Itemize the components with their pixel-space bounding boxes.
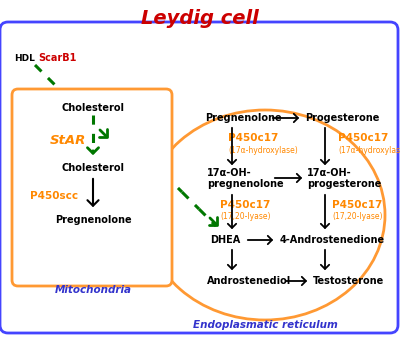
Ellipse shape bbox=[145, 110, 385, 320]
Text: HDL: HDL bbox=[14, 53, 35, 62]
FancyBboxPatch shape bbox=[0, 22, 398, 333]
Text: (17α-hydroxylase): (17α-hydroxylase) bbox=[338, 145, 400, 154]
Text: (17,20-lyase): (17,20-lyase) bbox=[220, 212, 270, 220]
Text: Mitochondria: Mitochondria bbox=[54, 285, 132, 295]
Text: (17,20-lyase): (17,20-lyase) bbox=[332, 212, 382, 220]
Text: 17α-OH-: 17α-OH- bbox=[207, 168, 252, 178]
Text: 17α-OH-: 17α-OH- bbox=[307, 168, 352, 178]
Text: Cholesterol: Cholesterol bbox=[62, 163, 124, 173]
Text: Leydig cell: Leydig cell bbox=[141, 8, 259, 27]
Text: P450c17: P450c17 bbox=[220, 200, 270, 210]
Text: P450c17: P450c17 bbox=[228, 133, 278, 143]
Text: P450c17: P450c17 bbox=[338, 133, 388, 143]
Text: StAR: StAR bbox=[50, 134, 86, 146]
Text: Testosterone: Testosterone bbox=[313, 276, 384, 286]
FancyBboxPatch shape bbox=[12, 89, 172, 286]
Text: 4-Androstenedione: 4-Androstenedione bbox=[280, 235, 385, 245]
Text: Pregnenolone: Pregnenolone bbox=[205, 113, 282, 123]
Text: Endoplasmatic reticulum: Endoplasmatic reticulum bbox=[193, 320, 337, 330]
Text: P450c17: P450c17 bbox=[332, 200, 382, 210]
Text: Progesterone: Progesterone bbox=[305, 113, 379, 123]
Text: (17α-hydroxylase): (17α-hydroxylase) bbox=[228, 145, 298, 154]
Text: progesterone: progesterone bbox=[307, 179, 381, 189]
Text: pregnenolone: pregnenolone bbox=[207, 179, 284, 189]
Text: Cholesterol: Cholesterol bbox=[62, 103, 124, 113]
Text: P450scc: P450scc bbox=[30, 191, 78, 201]
Text: Pregnenolone: Pregnenolone bbox=[55, 215, 131, 225]
Text: DHEA: DHEA bbox=[210, 235, 240, 245]
Text: Androstenediol: Androstenediol bbox=[207, 276, 291, 286]
Text: ScarB1: ScarB1 bbox=[38, 53, 76, 63]
